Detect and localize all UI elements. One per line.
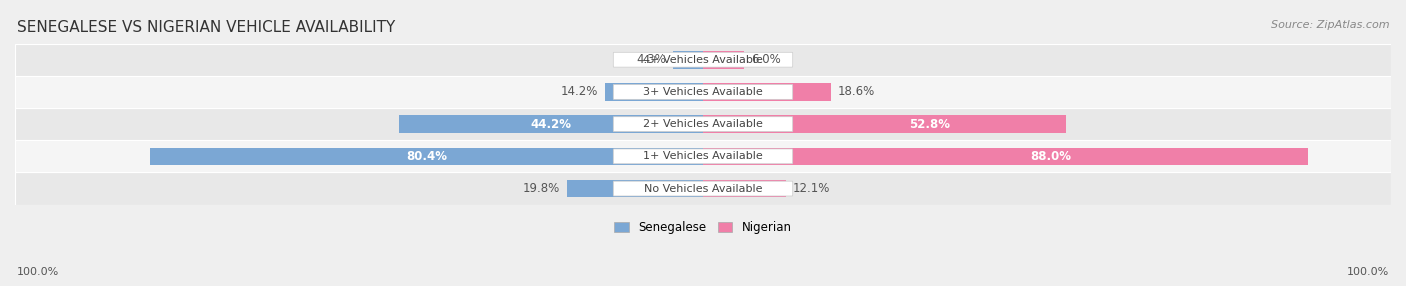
Text: SENEGALESE VS NIGERIAN VEHICLE AVAILABILITY: SENEGALESE VS NIGERIAN VEHICLE AVAILABIL… bbox=[17, 20, 395, 35]
Text: Source: ZipAtlas.com: Source: ZipAtlas.com bbox=[1271, 20, 1389, 30]
Text: 100.0%: 100.0% bbox=[1347, 267, 1389, 277]
Text: 100.0%: 100.0% bbox=[17, 267, 59, 277]
Text: 4.3%: 4.3% bbox=[637, 53, 666, 66]
Text: 4+ Vehicles Available: 4+ Vehicles Available bbox=[643, 55, 763, 65]
Bar bbox=[150, 148, 703, 165]
Bar bbox=[703, 83, 831, 101]
Text: 3+ Vehicles Available: 3+ Vehicles Available bbox=[643, 87, 763, 97]
Bar bbox=[399, 115, 703, 133]
Text: 80.4%: 80.4% bbox=[406, 150, 447, 163]
FancyBboxPatch shape bbox=[613, 52, 793, 67]
Bar bbox=[703, 51, 744, 69]
Bar bbox=[15, 43, 1391, 76]
Bar bbox=[15, 172, 1391, 205]
Text: 19.8%: 19.8% bbox=[523, 182, 560, 195]
FancyBboxPatch shape bbox=[613, 85, 793, 99]
Text: 52.8%: 52.8% bbox=[908, 118, 950, 131]
Text: 1+ Vehicles Available: 1+ Vehicles Available bbox=[643, 151, 763, 161]
Bar bbox=[15, 108, 1391, 140]
Bar bbox=[15, 140, 1391, 172]
Text: 12.1%: 12.1% bbox=[793, 182, 831, 195]
Text: 44.2%: 44.2% bbox=[530, 118, 571, 131]
Text: No Vehicles Available: No Vehicles Available bbox=[644, 184, 762, 194]
Bar bbox=[567, 180, 703, 197]
Bar bbox=[703, 180, 786, 197]
Bar bbox=[703, 148, 1309, 165]
Bar bbox=[673, 51, 703, 69]
FancyBboxPatch shape bbox=[613, 149, 793, 164]
Text: 2+ Vehicles Available: 2+ Vehicles Available bbox=[643, 119, 763, 129]
Bar bbox=[606, 83, 703, 101]
FancyBboxPatch shape bbox=[613, 181, 793, 196]
Text: 88.0%: 88.0% bbox=[1031, 150, 1071, 163]
FancyBboxPatch shape bbox=[613, 117, 793, 132]
Legend: Senegalese, Nigerian: Senegalese, Nigerian bbox=[610, 217, 796, 239]
Bar bbox=[15, 76, 1391, 108]
Text: 18.6%: 18.6% bbox=[838, 86, 875, 98]
Bar bbox=[703, 115, 1066, 133]
Text: 6.0%: 6.0% bbox=[751, 53, 780, 66]
Text: 14.2%: 14.2% bbox=[561, 86, 599, 98]
